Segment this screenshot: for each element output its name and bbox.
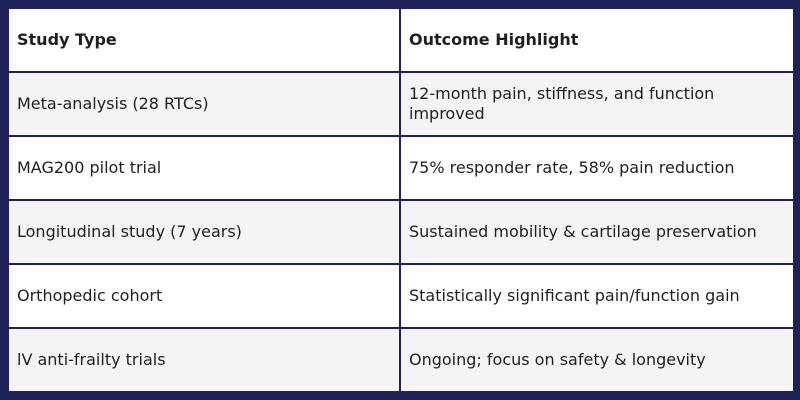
table-row: lV anti-frailty trials Ongoing; focus on… <box>7 327 795 393</box>
cell-outcome: 75% responder rate, 58% pain reduction <box>399 135 795 201</box>
table-row: Meta-analysis (28 RTCs) 12-month pain, s… <box>7 71 795 137</box>
cell-outcome: Statistically significant pain/function … <box>399 263 795 329</box>
table-row: MAG200 pilot trial 75% responder rate, 5… <box>7 135 795 201</box>
cell-study-type: Meta-analysis (28 RTCs) <box>7 71 401 137</box>
cell-outcome: Ongoing; focus on safety & longevity <box>399 327 795 393</box>
header-outcome-highlight: Outcome Highlight <box>399 7 795 73</box>
cell-outcome: 12-month pain, stiffness, and function i… <box>399 71 795 137</box>
table-header-row: Study Type Outcome Highlight <box>7 7 795 73</box>
study-outcomes-table: Study Type Outcome Highlight Meta-analys… <box>7 7 795 393</box>
cell-study-type: MAG200 pilot trial <box>7 135 401 201</box>
table-row: Orthopedic cohort Statistically signific… <box>7 263 795 329</box>
header-study-type: Study Type <box>7 7 401 73</box>
table-row: Longitudinal study (7 years) Sustained m… <box>7 199 795 265</box>
cell-study-type: Longitudinal study (7 years) <box>7 199 401 265</box>
cell-study-type: lV anti-frailty trials <box>7 327 401 393</box>
cell-study-type: Orthopedic cohort <box>7 263 401 329</box>
cell-outcome: Sustained mobility & cartilage preservat… <box>399 199 795 265</box>
